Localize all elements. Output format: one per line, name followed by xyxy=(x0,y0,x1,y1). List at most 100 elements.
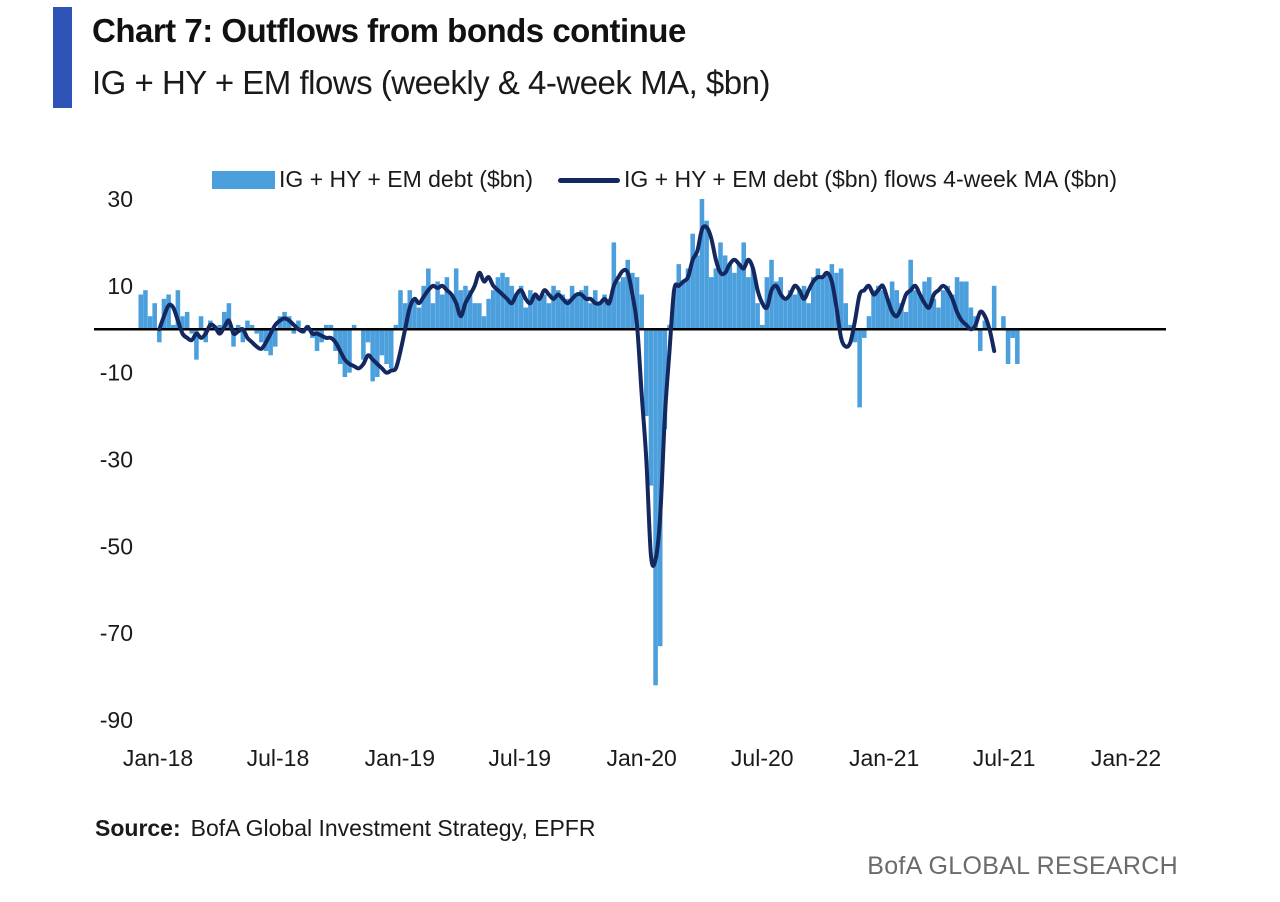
flow-bar xyxy=(871,290,876,330)
flow-bar xyxy=(412,298,417,330)
flow-bar xyxy=(968,307,974,330)
flow-bar xyxy=(792,294,797,330)
title-accent-bar xyxy=(53,7,72,108)
flow-bar xyxy=(875,285,881,330)
flow-bar xyxy=(189,329,195,334)
flow-bar xyxy=(416,307,422,330)
flow-bar xyxy=(1001,316,1006,330)
flow-bar xyxy=(977,329,983,351)
flow-bar xyxy=(857,329,862,408)
flow-bar xyxy=(273,329,278,347)
flow-bar xyxy=(597,303,603,330)
flow-bar xyxy=(950,294,955,330)
flow-bar xyxy=(361,329,366,360)
moving-average-line xyxy=(157,224,997,568)
flow-bar xyxy=(481,316,487,330)
flow-bar xyxy=(815,268,821,330)
flow-bar xyxy=(551,285,556,330)
flow-bar xyxy=(430,303,436,330)
flow-bar xyxy=(296,320,301,330)
flow-bar xyxy=(862,329,867,338)
flow-bar xyxy=(398,290,403,330)
source-note: Source: BofA Global Investment Strategy, … xyxy=(95,815,595,842)
flow-bar xyxy=(639,294,644,330)
flow-bar xyxy=(736,264,742,330)
x-tick-label: Jul-18 xyxy=(247,745,310,771)
flow-bar xyxy=(221,311,227,330)
flow-bar xyxy=(143,290,148,330)
flow-bar xyxy=(899,303,904,330)
flow-bar xyxy=(940,290,946,330)
flow-bar xyxy=(885,298,890,330)
flow-bar xyxy=(351,324,357,330)
x-tick-label: Jan-19 xyxy=(365,745,435,771)
flow-bar xyxy=(908,259,913,330)
flow-bar xyxy=(722,255,728,330)
flow-bar xyxy=(602,294,607,330)
flow-bar xyxy=(773,281,779,330)
flow-bar xyxy=(606,298,612,330)
flow-bar xyxy=(982,320,988,330)
flow-bar xyxy=(695,255,700,330)
x-tick-label: Jul-21 xyxy=(973,745,1036,771)
flow-bar xyxy=(964,281,969,330)
flow-bar xyxy=(518,285,524,330)
flow-bar xyxy=(444,277,450,330)
flow-bar xyxy=(810,277,816,330)
flow-bar xyxy=(490,290,496,330)
flow-bar xyxy=(458,290,464,330)
x-tick-label: Jan-20 xyxy=(607,745,677,771)
flow-bar xyxy=(546,303,552,330)
flow-bar xyxy=(727,264,733,330)
flow-bar xyxy=(537,298,542,330)
chart-title: Chart 7: Outflows from bonds continue xyxy=(92,12,686,49)
flow-bar xyxy=(314,329,320,351)
flow-bar xyxy=(797,290,802,330)
flow-bar xyxy=(1015,329,1020,364)
flow-bar xyxy=(370,329,375,382)
y-axis-ticks: 30 10 -10 -30 -50 -70 -90 xyxy=(100,186,133,733)
legend-line-label: IG + HY + EM debt ($bn) flows 4-week MA … xyxy=(624,166,1118,192)
flow-bar xyxy=(676,264,682,330)
flow-bar xyxy=(449,294,454,330)
flow-bar xyxy=(759,324,765,330)
flow-bar xyxy=(541,294,547,330)
flow-bar xyxy=(838,268,844,330)
flow-bar xyxy=(194,329,199,360)
flow-bar xyxy=(245,320,250,330)
x-tick-label: Jan-18 xyxy=(123,745,193,771)
flow-bar xyxy=(504,277,510,330)
flow-bar xyxy=(467,290,473,330)
flow-bar xyxy=(750,268,756,330)
flow-bar xyxy=(249,324,255,330)
flow-bar xyxy=(936,307,941,330)
flow-bar xyxy=(648,329,654,486)
flow-bar xyxy=(880,290,886,330)
footer-brand: BofA GLOBAL RESEARCH xyxy=(867,852,1178,880)
flow-bar xyxy=(402,303,408,330)
flow-bar xyxy=(620,277,626,330)
y-tick-label: -10 xyxy=(100,360,133,386)
flow-bar xyxy=(806,303,811,330)
flow-bar xyxy=(708,277,714,330)
flow-bar xyxy=(783,298,788,330)
flow-bar xyxy=(152,303,157,330)
flow-bar xyxy=(500,272,505,330)
flow-bar xyxy=(644,329,649,417)
flow-bar xyxy=(324,324,329,330)
flow-bar xyxy=(157,329,162,343)
source-label: Source: xyxy=(95,815,181,841)
flow-bar xyxy=(509,285,515,330)
flow-bar xyxy=(662,329,668,430)
flow-bar xyxy=(1005,329,1011,364)
flow-bar xyxy=(528,290,533,330)
flow-bar xyxy=(699,199,705,330)
flow-bar xyxy=(388,329,394,369)
flow-bar xyxy=(342,329,348,378)
legend-line-swatch xyxy=(558,178,620,183)
x-tick-label: Jan-22 xyxy=(1091,745,1161,771)
flow-bar xyxy=(565,298,570,330)
flow-bar xyxy=(147,316,153,330)
flow-bar xyxy=(240,329,246,343)
